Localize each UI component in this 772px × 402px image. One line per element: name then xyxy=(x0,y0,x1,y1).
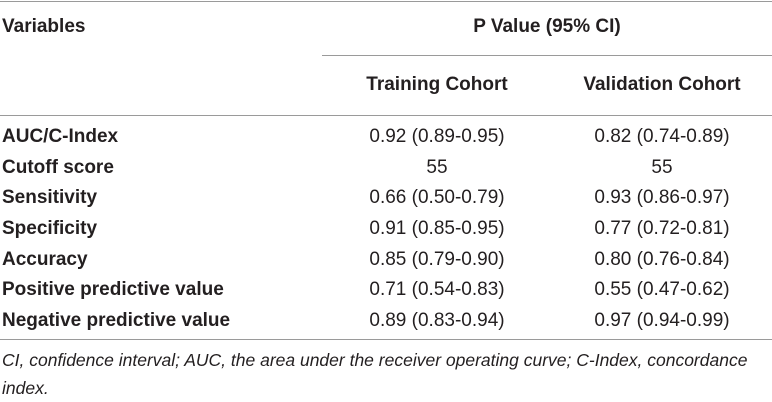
training-value: 0.89 (0.83-0.94) xyxy=(369,310,505,332)
training-value: 0.71 (0.54-0.83) xyxy=(369,279,505,301)
row-label: AUC/C-Index xyxy=(2,126,119,147)
header-bottom-rule xyxy=(0,115,772,116)
training-value: 0.85 (0.79-0.90) xyxy=(369,248,505,270)
validation-value: 0.97 (0.94-0.99) xyxy=(594,310,730,332)
table-row: Specificity 0.91 (0.85-0.95) 0.77 (0.72-… xyxy=(0,214,772,245)
table-row: AUC/C-Index 0.92 (0.89-0.95) 0.82 (0.74-… xyxy=(0,122,772,153)
table-row: Sensitivity 0.66 (0.50-0.79) 0.93 (0.86-… xyxy=(0,183,772,214)
training-value: 0.66 (0.50-0.79) xyxy=(369,187,505,209)
validation-value: 0.82 (0.74-0.89) xyxy=(594,126,730,147)
table-row: Negative predictive value 0.89 (0.83-0.9… xyxy=(0,306,772,337)
table-top-rule xyxy=(0,1,772,2)
validation-value: 0.80 (0.76-0.84) xyxy=(594,248,730,270)
row-label: Sensitivity xyxy=(2,187,98,209)
table-row: Accuracy 0.85 (0.79-0.90) 0.80 (0.76-0.8… xyxy=(0,245,772,276)
table-footnote: CI, confidence interval; AUC, the area u… xyxy=(2,350,748,398)
validation-value: 55 xyxy=(651,156,673,178)
row-label: Cutoff score xyxy=(2,156,114,178)
column-header-variables: Variables xyxy=(2,16,86,37)
table-row: Cutoff score 55 55 xyxy=(0,153,772,184)
validation-value: 0.55 (0.47-0.62) xyxy=(594,279,730,301)
column-header-p-value: P Value (95% CI) xyxy=(473,16,621,37)
table-bottom-rule xyxy=(0,339,772,340)
table-row: Positive predictive value 0.71 (0.54-0.8… xyxy=(0,275,772,306)
spanning-header-rule xyxy=(322,55,772,56)
row-label: Accuracy xyxy=(2,248,88,270)
table-body: AUC/C-Index 0.92 (0.89-0.95) 0.82 (0.74-… xyxy=(0,122,772,337)
training-value: 0.92 (0.89-0.95) xyxy=(369,126,505,147)
training-value: 55 xyxy=(426,156,448,178)
row-label: Negative predictive value xyxy=(2,310,231,332)
training-value: 0.91 (0.85-0.95) xyxy=(369,218,505,240)
column-header-validation-cohort: Validation Cohort xyxy=(583,74,741,95)
row-label: Positive predictive value xyxy=(2,279,224,301)
validation-value: 0.77 (0.72-0.81) xyxy=(594,218,730,240)
validation-value: 0.93 (0.86-0.97) xyxy=(594,187,730,209)
column-header-training-cohort: Training Cohort xyxy=(366,74,508,95)
row-label: Specificity xyxy=(2,218,98,240)
